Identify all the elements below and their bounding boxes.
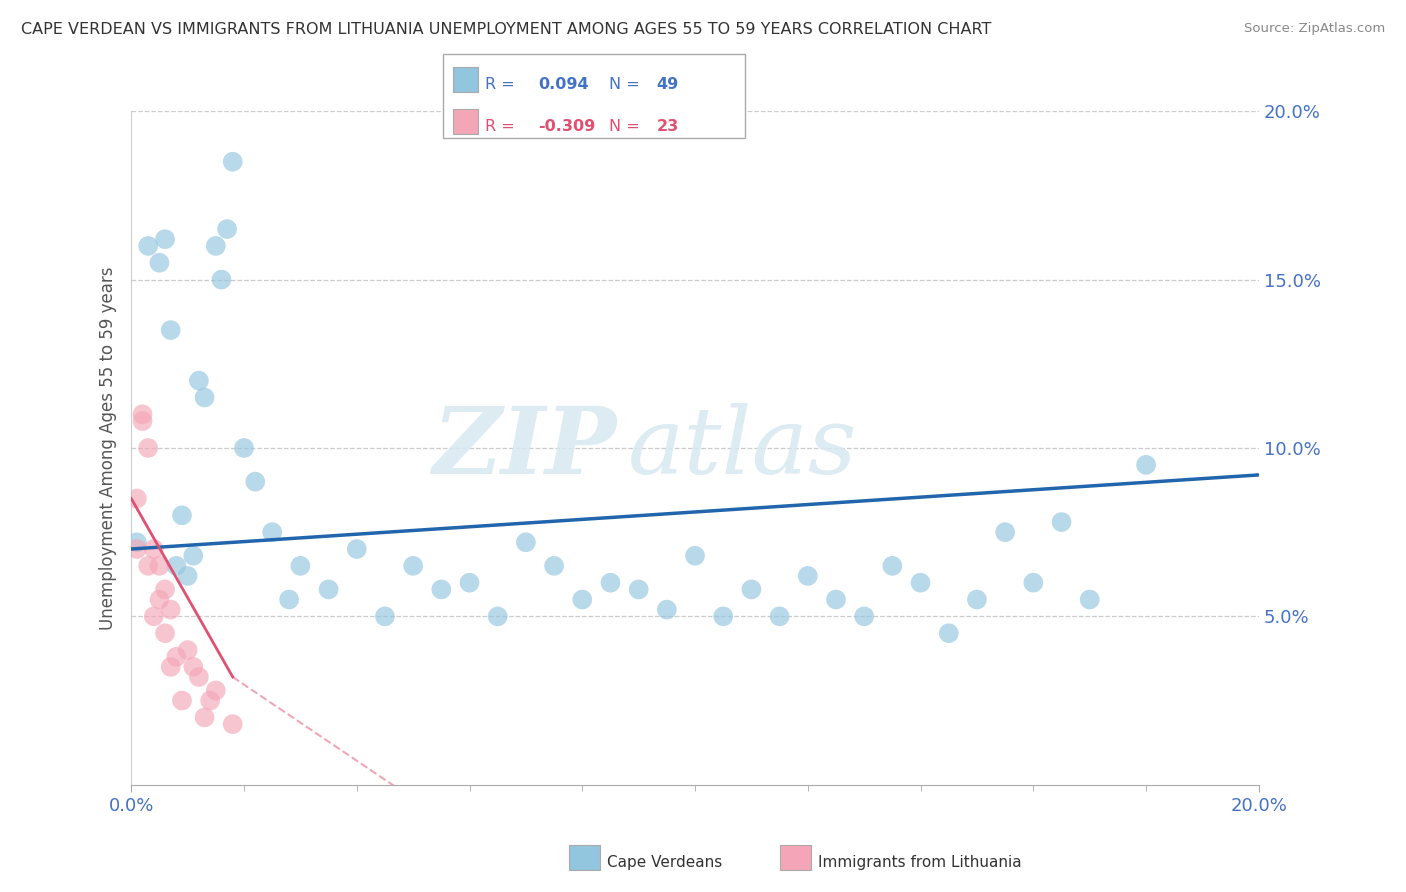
Point <box>571 592 593 607</box>
Point <box>165 558 187 573</box>
Point <box>193 710 215 724</box>
Point <box>136 441 159 455</box>
Point <box>1022 575 1045 590</box>
Point <box>543 558 565 573</box>
Point <box>198 693 221 707</box>
Point <box>187 374 209 388</box>
Point <box>217 222 239 236</box>
Point <box>131 407 153 421</box>
Point <box>711 609 734 624</box>
Point <box>159 660 181 674</box>
Point <box>599 575 621 590</box>
Point <box>211 272 233 286</box>
Point <box>165 649 187 664</box>
Point <box>170 508 193 523</box>
Text: CAPE VERDEAN VS IMMIGRANTS FROM LITHUANIA UNEMPLOYMENT AMONG AGES 55 TO 59 YEARS: CAPE VERDEAN VS IMMIGRANTS FROM LITHUANI… <box>21 22 991 37</box>
Point <box>318 582 340 597</box>
Text: Immigrants from Lithuania: Immigrants from Lithuania <box>818 855 1022 870</box>
Y-axis label: Unemployment Among Ages 55 to 59 years: Unemployment Among Ages 55 to 59 years <box>100 266 117 630</box>
Point <box>486 609 509 624</box>
Text: 23: 23 <box>657 119 679 134</box>
Text: R =: R = <box>485 77 515 92</box>
Point <box>910 575 932 590</box>
Point <box>374 609 396 624</box>
Text: N =: N = <box>609 77 640 92</box>
Point <box>181 549 204 563</box>
Text: atlas: atlas <box>627 403 856 493</box>
Point <box>222 717 245 731</box>
Text: Cape Verdeans: Cape Verdeans <box>607 855 723 870</box>
Point <box>515 535 537 549</box>
Point <box>655 602 678 616</box>
Point <box>402 558 425 573</box>
Point <box>290 558 312 573</box>
Point <box>346 541 368 556</box>
Point <box>153 232 176 246</box>
Point <box>233 441 256 455</box>
Point <box>768 609 790 624</box>
Text: R =: R = <box>485 119 515 134</box>
Point <box>187 670 209 684</box>
Text: 0.094: 0.094 <box>538 77 589 92</box>
Point <box>740 582 762 597</box>
Point <box>853 609 876 624</box>
Point <box>159 602 181 616</box>
Text: ZIP: ZIP <box>432 403 616 493</box>
Text: 49: 49 <box>657 77 679 92</box>
Point <box>148 592 170 607</box>
Point <box>683 549 706 563</box>
Point <box>430 582 453 597</box>
Point <box>882 558 904 573</box>
Point <box>181 660 204 674</box>
Point <box>204 239 226 253</box>
Point <box>131 414 153 428</box>
Point <box>159 323 181 337</box>
Point <box>125 491 148 506</box>
Text: -0.309: -0.309 <box>538 119 596 134</box>
Point <box>176 569 198 583</box>
Point <box>142 541 165 556</box>
Point <box>966 592 988 607</box>
Point <box>222 154 245 169</box>
Point <box>278 592 301 607</box>
Text: N =: N = <box>609 119 640 134</box>
Point <box>262 525 284 540</box>
Point <box>825 592 848 607</box>
Point <box>797 569 820 583</box>
Point <box>142 609 165 624</box>
Point <box>938 626 960 640</box>
Point <box>136 239 159 253</box>
Point <box>1078 592 1101 607</box>
Point <box>1050 515 1073 529</box>
Point <box>176 643 198 657</box>
Point <box>125 535 148 549</box>
Point <box>148 256 170 270</box>
Point <box>627 582 650 597</box>
Point <box>994 525 1017 540</box>
Point <box>1135 458 1157 472</box>
Point <box>204 683 226 698</box>
Point <box>458 575 481 590</box>
Point <box>153 626 176 640</box>
Point <box>148 558 170 573</box>
Point <box>170 693 193 707</box>
Point <box>125 541 148 556</box>
Text: Source: ZipAtlas.com: Source: ZipAtlas.com <box>1244 22 1385 36</box>
Point <box>245 475 267 489</box>
Point <box>153 582 176 597</box>
Point <box>136 558 159 573</box>
Point <box>193 391 215 405</box>
